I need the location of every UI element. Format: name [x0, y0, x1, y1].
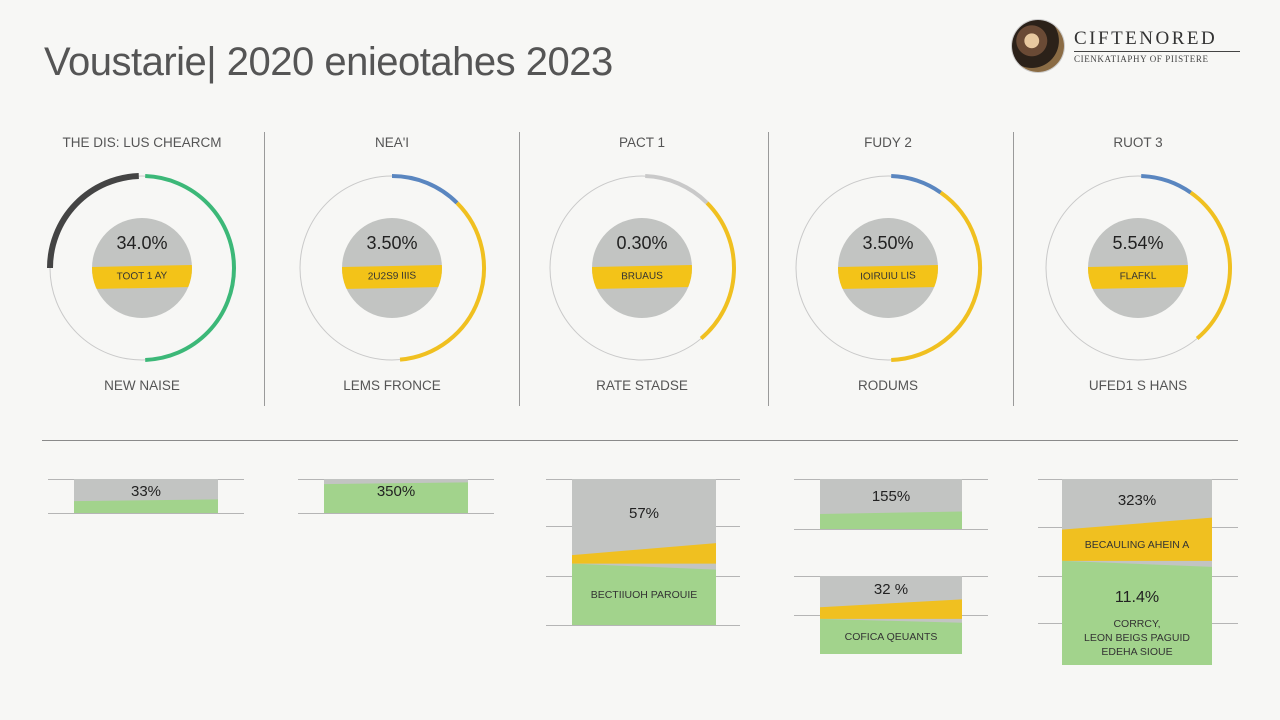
bar-value-label: 32 %: [873, 580, 909, 598]
donut-center: 3.50% 2U2S9 IIIS: [342, 218, 442, 318]
donut-value: 3.50%: [366, 233, 418, 253]
section-divider: [42, 440, 1238, 441]
bar-segment-yellow: [1062, 517, 1212, 561]
brand-name: CIFTENORED: [1074, 28, 1218, 49]
stacked-bar: 323% BECAULING AHEIN A 11.4% CORRCY, LEON BE…: [1062, 479, 1212, 665]
bar-segments: [324, 482, 468, 513]
donut-panel: THE DIS: LUS CHEARCM 34.0% TOOT 1 AY NEW NA…: [42, 132, 242, 406]
donut-band-label: IOIRUIU LIS: [838, 264, 938, 290]
donut-panel: RUOT 3 5.54% FLAFKL UFED1 S HANS: [1038, 132, 1238, 406]
bar-segments: [820, 599, 962, 654]
donut-footer: UFED1 S HANS: [1088, 378, 1188, 393]
bar-segments: [572, 543, 716, 625]
bar-segment-green: [324, 482, 468, 513]
donut-footer: RATE STADSE: [596, 378, 688, 393]
donut-arc: [399, 201, 486, 362]
donut-arc: [891, 191, 982, 362]
bar-value-label: 155%: [871, 487, 911, 505]
donut-value: 5.54%: [1112, 233, 1164, 253]
stacked-bar: 57% BECTIIUOH PAROUIE: [572, 479, 716, 625]
donut-band-label: FLAFKL: [1088, 264, 1188, 290]
donut-footer: RODUMS: [858, 378, 918, 393]
donut-ring: [795, 174, 982, 362]
donut-value: 3.50%: [862, 233, 914, 253]
panel-divider: [519, 132, 520, 406]
brand-logo-photo: [1012, 20, 1064, 72]
bar-segments: [74, 499, 218, 513]
donut-panel: PACT 1 0.30% BRUAUS RATE STADSE: [542, 132, 742, 406]
bar-segments: [820, 511, 962, 529]
donut-title: NEA'I: [374, 135, 410, 150]
brand: CIFTENORED CIENKATIAPHY OF PIISTERE: [1010, 18, 1260, 78]
donut-footer: NEW NAISE: [104, 378, 180, 393]
bar-segment-yellow: [572, 543, 716, 564]
donut-title: PACT 1: [618, 135, 666, 150]
gridline: [546, 625, 740, 626]
panel-divider: [1013, 132, 1014, 406]
brand-tagline: CIENKATIAPHY OF PIISTERE: [1074, 54, 1209, 64]
donut-title: FUDY 2: [864, 135, 912, 150]
donut-center: 3.50% IOIRUIU LIS: [838, 218, 938, 318]
donut-arc: [391, 174, 459, 205]
donut-arc: [1141, 174, 1192, 195]
donut-ring: [47, 173, 236, 362]
gridline: [298, 513, 494, 514]
brand-rule: [1074, 51, 1240, 52]
donut-footer: LEMS FRONCE: [343, 378, 441, 393]
donut-panel: NEA'I 3.50% 2U2S9 IIIS LEMS FRONCE: [292, 132, 492, 406]
donut-ring: [299, 174, 486, 362]
bar-green-text-line: EDEHA SIOUE: [1101, 645, 1173, 658]
gridline: [794, 529, 988, 530]
gridline: [48, 513, 244, 514]
donut-arc: [145, 174, 236, 269]
donut-panel: FUDY 2 3.50% IOIRUIU LIS RODUMS: [788, 132, 988, 406]
donut-center: 34.0% TOOT 1 AY: [92, 218, 192, 318]
bar-value-label: 350%: [376, 483, 416, 500]
bar-green-text-line: LEON BEIGS PAGUID: [1084, 631, 1190, 644]
donut-band-label: BRUAUS: [592, 264, 692, 290]
bar-segment-green: [74, 499, 218, 513]
bar-segments: [1062, 517, 1212, 665]
donut-arc: [891, 174, 942, 195]
donut-title: RUOT 3: [1113, 135, 1163, 150]
donut-arc: [645, 174, 709, 205]
bar-segment-label: COFICA QEUANTS: [844, 631, 938, 644]
panel-divider: [264, 132, 265, 406]
stacked-bar: 32 % COFICA QEUANTS: [820, 576, 962, 654]
bar-segment-label: BECTIIUOH PAROUIE: [590, 589, 698, 602]
bar-segment-label: BECAULING AHEIN A: [1084, 539, 1190, 552]
donut-title: THE DIS: LUS CHEARCM: [62, 135, 222, 150]
donut-value: 0.30%: [616, 233, 668, 253]
bar-value-label: 323%: [1117, 492, 1157, 510]
bar-value-label: 33%: [130, 483, 162, 500]
stacked-bar: 33%: [74, 479, 218, 513]
stacked-bar: 155%: [820, 479, 962, 529]
bar-segment-green: [1062, 560, 1212, 665]
donut-arc: [47, 173, 139, 269]
panel-divider: [768, 132, 769, 406]
donut-arc: [145, 267, 236, 362]
bar-green-value: 11.4%: [1114, 588, 1160, 606]
donut-value: 34.0%: [116, 233, 168, 253]
donut-band-label: TOOT 1 AY: [92, 264, 192, 290]
page-title: Voustarie| 2020 enieotahes 2023: [44, 40, 613, 84]
bar-segment-yellow: [820, 599, 962, 619]
bar-value-label: 57%: [628, 505, 660, 523]
donut-arc: [699, 201, 736, 341]
bar-segment-green: [820, 511, 962, 529]
donut-ring: [549, 174, 736, 361]
bar-segment-green: [820, 618, 962, 654]
donut-center: 0.30% BRUAUS: [592, 218, 692, 318]
donut-ring: [1045, 174, 1232, 361]
donut-arc: [1189, 191, 1232, 341]
donut-band-label: 2U2S9 IIIS: [342, 264, 442, 290]
bar-segment-green: [572, 563, 716, 625]
bar-green-text-line: CORRCY,: [1113, 617, 1161, 630]
stacked-bar: 350%: [324, 479, 468, 513]
donut-center: 5.54% FLAFKL: [1088, 218, 1188, 318]
